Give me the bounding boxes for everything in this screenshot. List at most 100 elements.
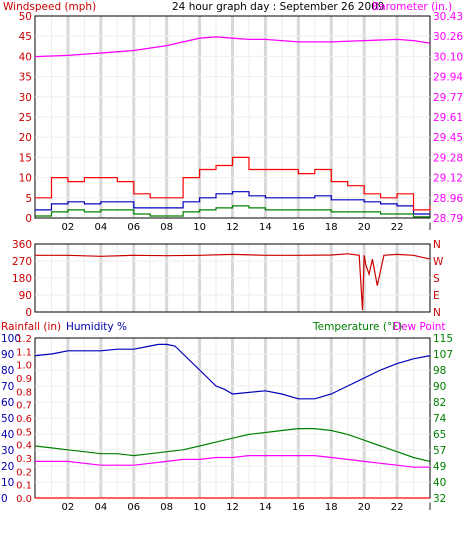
y-tick-label-right-2-1: 107	[433, 349, 453, 361]
y-tick-label-rain-10: 0.2	[16, 467, 32, 478]
y-tick-label-humidity-7: 30	[1, 445, 14, 457]
y-tick-label-rain-4: 0.8	[16, 387, 32, 398]
rainfall-axis-label: Rainfall (in)	[1, 321, 61, 333]
series-line-lull	[35, 205, 430, 218]
y-tick-label-rain-8: 0.4	[16, 441, 32, 452]
y-tick-label-rain-5: 0.7	[16, 401, 32, 412]
y-tick-label-right-1-0: N	[433, 239, 441, 251]
y-tick-label-left-0-8: 10	[19, 173, 32, 185]
y-tick-label-right-0-9: 28.96	[433, 193, 463, 205]
y-tick-label-humidity-8: 20	[1, 461, 14, 473]
y-tick-label-left-1-4: 0	[25, 307, 32, 319]
y-tick-label-right-0-1: 30.26	[433, 31, 463, 43]
series-line-dewpoint	[35, 455, 430, 468]
y-tick-label-humidity-10: 0	[1, 493, 8, 505]
y-tick-label-right-0-0: 30.43	[433, 11, 463, 23]
y-tick-label-left-0-2: 40	[19, 51, 32, 63]
y-tick-label-left-0-3: 35	[19, 72, 32, 84]
x-tick-label-2-11: l	[429, 502, 432, 513]
y-tick-label-left-0-10: 0	[25, 213, 32, 225]
y-tick-label-rain-1: 1.1	[16, 347, 32, 358]
x-tick-label-2-5: 12	[226, 502, 239, 513]
y-tick-label-right-2-10: 32	[433, 493, 446, 505]
x-tick-label-0-8: 18	[325, 222, 338, 233]
x-tick-label-2-6: 14	[259, 502, 272, 513]
y-tick-label-right-0-8: 29.12	[433, 173, 463, 185]
x-tick-label-2-10: 22	[391, 502, 404, 513]
x-tick-label-0-9: 20	[358, 222, 371, 233]
x-tick-label-2-7: 16	[292, 502, 305, 513]
series-line-direction	[35, 253, 431, 311]
series-line-barometer	[34, 36, 431, 58]
x-tick-label-2-9: 20	[358, 502, 371, 513]
x-tick-label-2-1: 04	[94, 502, 107, 513]
y-tick-label-left-1-3: 90	[19, 290, 32, 302]
y-tick-label-right-2-5: 74	[433, 413, 447, 425]
x-tick-label-0-6: 14	[259, 222, 272, 233]
y-tick-label-left-0-5: 25	[19, 112, 32, 124]
x-tick-label-0-11: l	[429, 222, 432, 233]
y-tick-label-right-2-8: 49	[433, 461, 446, 473]
y-tick-label-left-1-0: 360	[12, 239, 32, 251]
y-tick-label-rain-6: 0.6	[16, 414, 32, 425]
y-tick-label-right-2-6: 65	[433, 429, 446, 441]
y-tick-label-right-0-2: 30.10	[433, 51, 463, 63]
y-tick-label-left-1-1: 270	[12, 256, 32, 268]
y-tick-label-right-0-6: 29.45	[433, 132, 463, 144]
y-tick-label-right-0-3: 29.94	[433, 72, 463, 84]
y-tick-label-left-0-1: 45	[19, 31, 32, 43]
y-tick-label-right-2-0: 115	[433, 333, 453, 345]
y-tick-label-humidity-5: 50	[1, 413, 14, 425]
x-tick-label-2-2: 06	[127, 502, 140, 513]
y-tick-label-right-2-9: 40	[433, 477, 446, 489]
y-tick-label-right-2-3: 90	[433, 381, 446, 393]
x-tick-label-0-7: 16	[292, 222, 305, 233]
humidity-axis-label: Humidity %	[66, 321, 127, 333]
barometer-axis-label: Barometer (in.)	[372, 1, 452, 13]
y-tick-label-rain-11: 0.1	[16, 481, 32, 492]
y-tick-label-left-1-2: 180	[12, 273, 32, 285]
y-tick-label-humidity-0: 100	[1, 333, 21, 345]
y-tick-label-rain-2: 1.0	[16, 361, 32, 372]
y-tick-label-right-2-7: 57	[433, 445, 446, 457]
y-tick-label-humidity-9: 10	[1, 477, 14, 489]
series-line-humidity	[34, 343, 431, 400]
y-tick-label-humidity-3: 70	[1, 381, 14, 393]
x-tick-label-0-2: 06	[127, 222, 140, 233]
y-tick-label-right-2-4: 82	[433, 397, 446, 409]
dewpoint-axis-label: Dew Point	[393, 321, 446, 333]
y-tick-label-left-0-4: 30	[19, 92, 32, 104]
y-tick-label-right-1-2: S	[433, 273, 440, 285]
y-tick-label-rain-7: 0.5	[16, 427, 32, 438]
series-line-gust	[35, 156, 431, 211]
y-tick-label-right-1-3: E	[433, 290, 440, 302]
x-tick-label-2-8: 18	[325, 502, 338, 513]
y-tick-label-rain-12: 0.0	[16, 494, 32, 505]
y-tick-label-right-0-4: 29.77	[433, 92, 463, 104]
y-tick-label-right-2-2: 98	[433, 365, 446, 377]
series-line-avg	[35, 191, 430, 215]
x-tick-label-2-3: 08	[160, 502, 173, 513]
y-tick-label-rain-0: 1.2	[16, 334, 32, 345]
temperature-axis-label: Temperature (°F)	[312, 321, 402, 333]
chart-title: 24 hour graph day : September 26 2009	[172, 1, 384, 13]
y-tick-label-right-0-10: 28.79	[433, 213, 463, 225]
y-tick-label-rain-9: 0.3	[16, 454, 32, 465]
x-tick-label-2-0: 02	[62, 502, 75, 513]
x-tick-label-0-10: 22	[391, 222, 404, 233]
y-tick-label-left-0-9: 5	[25, 193, 32, 205]
x-tick-label-0-4: 10	[193, 222, 206, 233]
y-tick-label-right-1-1: W	[433, 256, 444, 268]
y-tick-label-left-0-0: 50	[19, 11, 32, 23]
y-tick-label-humidity-2: 80	[1, 365, 14, 377]
x-tick-label-0-0: 02	[62, 222, 75, 233]
x-tick-label-0-3: 08	[160, 222, 173, 233]
y-tick-label-rain-3: 0.9	[16, 374, 32, 385]
x-tick-label-0-5: 12	[226, 222, 239, 233]
y-tick-label-humidity-6: 40	[1, 429, 14, 441]
y-tick-label-right-0-5: 29.61	[433, 112, 463, 124]
y-tick-label-humidity-4: 60	[1, 397, 14, 409]
windspeed-axis-label: Windspeed (mph)	[3, 1, 96, 13]
